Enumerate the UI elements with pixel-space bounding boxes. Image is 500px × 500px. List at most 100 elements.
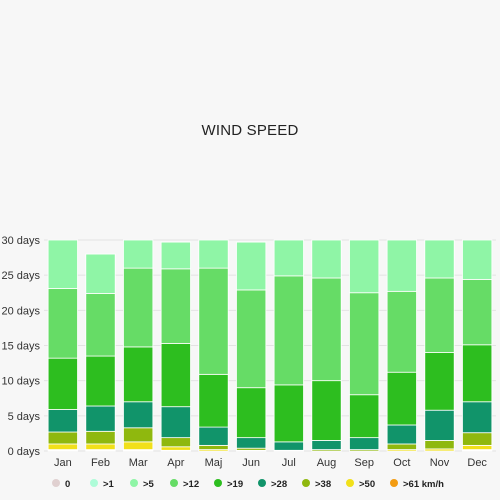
legend-marker [346,479,354,487]
bar-segment [462,239,493,280]
bar-segment [160,268,191,344]
bar-segment [236,289,267,389]
bar-segment [198,267,229,375]
bar-segment [236,241,267,291]
bar-segment [349,437,380,450]
legend-label: 0 [65,479,70,490]
bar-segment [349,292,380,396]
bar-segment [386,371,417,426]
bar-segment [85,430,116,445]
bar-segment [160,241,191,270]
legend-label: >1 [103,479,115,490]
bar-segment [123,441,154,450]
x-tick-label: Sep [354,457,374,469]
bar-segment [311,277,342,382]
x-tick-label: Feb [91,457,110,469]
bar-segment [198,373,229,428]
chart-title: WIND SPEED [201,122,299,139]
bar-segment [424,409,455,441]
bar-segment [386,239,417,292]
bar-segment [462,278,493,346]
bar-segment [47,239,78,289]
bar-segment [47,443,78,450]
legend-label: >50 [359,479,375,490]
legend-label: >38 [315,479,331,490]
y-tick-label: 25 days [1,270,40,282]
bar-segment [160,446,191,451]
x-tick-label: Nov [430,457,450,469]
legend-label: >5 [143,479,155,490]
bar-segment [349,239,380,294]
legend-marker [52,479,60,487]
bar-segment [424,239,455,279]
bar-segment [160,437,191,448]
bar-segment [123,427,154,443]
bar-segment [386,424,417,445]
bar-segment [198,239,229,269]
y-tick-label: 15 days [1,341,40,353]
legend-marker [258,479,266,487]
bar-segment [273,384,304,443]
legend-marker [390,479,398,487]
bar-segment [424,277,455,353]
bar-segment [462,344,493,403]
y-tick-label: 10 days [1,376,40,388]
bar-segment [47,431,78,445]
legend-marker [130,479,138,487]
bar-segment [424,440,455,450]
x-tick-label: Apr [167,457,184,469]
bar-segment [273,275,304,386]
bar-segment [236,437,267,449]
bar-segment [462,401,493,434]
bar-segment [160,342,191,408]
bar-segment [47,409,78,433]
x-tick-label: Maj [205,457,223,469]
y-tick-label: 30 days [1,235,40,247]
legend-marker [90,479,98,487]
x-tick-label: Jan [54,457,72,469]
y-tick-label: 5 days [8,411,41,423]
bar-segment [123,239,154,269]
bar-segment [386,443,417,450]
legend-label: >19 [227,479,243,490]
bar-segment [85,253,116,294]
x-tick-label: Dec [467,457,487,469]
bar-segment [123,401,154,429]
bar-segment [123,267,154,348]
bar-segment [198,444,229,450]
bar-segment [85,443,116,450]
bar-segment [236,387,267,439]
legend-label: >12 [183,479,199,490]
y-tick-label: 0 days [8,446,41,458]
bar-segment [273,239,304,277]
legend-label: >28 [271,479,287,490]
bar-segment [85,405,116,432]
bar-segment [273,441,304,451]
x-tick-label: Jun [242,457,260,469]
x-tick-label: Mar [129,457,148,469]
legend-marker [302,479,310,487]
bar-segment [386,290,417,373]
x-tick-label: Jul [282,457,296,469]
bar-segment [462,444,493,450]
legend-marker [170,479,178,487]
legend-marker [214,479,222,487]
bar-segment [462,432,493,446]
y-tick-label: 20 days [1,305,40,317]
bar-segment [85,355,116,407]
bar-segment [85,293,116,357]
bar-segment [311,239,342,279]
bar-segment [424,352,455,411]
bar-segment [198,426,229,446]
bar-segment [160,406,191,439]
bar-segment [47,357,78,410]
bar-segment [349,394,380,439]
x-tick-label: Aug [317,457,337,469]
bar-segment [311,440,342,450]
legend-label: >61 km/h [403,479,444,490]
bar-segment [123,346,154,403]
bar-segment [47,288,78,359]
bar-segment [311,380,342,441]
